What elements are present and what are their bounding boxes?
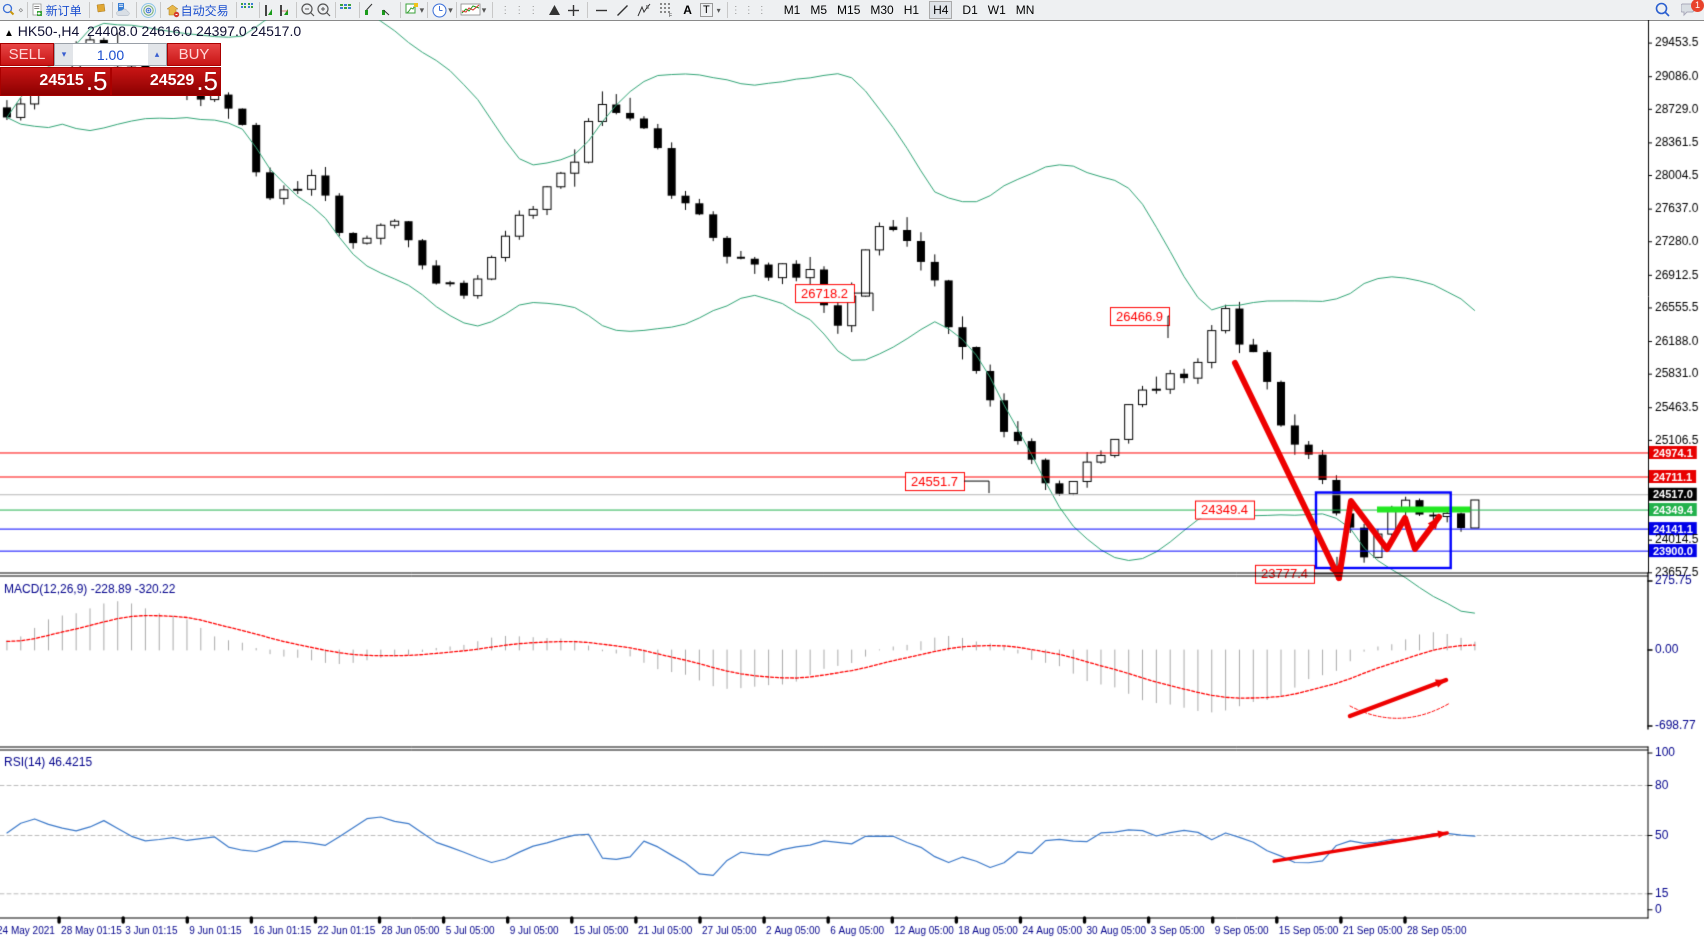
svg-text:E: E xyxy=(646,5,650,11)
svg-text:F: F xyxy=(669,13,672,18)
